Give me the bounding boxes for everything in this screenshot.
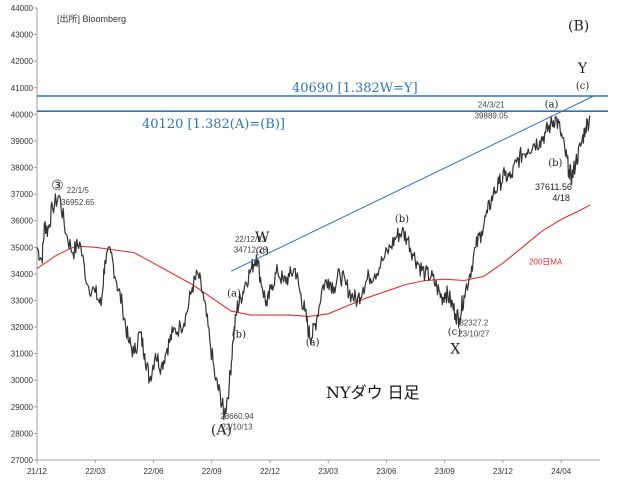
x-tick-label: 21/12 (27, 467, 48, 476)
price-line (36, 115, 591, 421)
x-tick-label: 23/06 (376, 467, 397, 476)
y-tick-label: 44000 (11, 4, 34, 13)
y-tick-label: 30000 (11, 376, 34, 385)
annotation: (c) (576, 81, 590, 92)
y-tick-label: 41000 (11, 84, 34, 93)
annotation: (B) (568, 19, 589, 35)
hline-label-40690: 40690 [1.382W=Y] (292, 81, 418, 96)
annotations-group: ③ 22/1/536952.6522/12/1334712.28W(c)(a)(b… (51, 19, 589, 439)
y-tick-label: 39000 (11, 137, 34, 146)
x-tick-label: 24/04 (551, 467, 572, 476)
y-tick-label: 36000 (11, 217, 34, 226)
x-tick-label: 22/12 (260, 467, 281, 476)
annotation: 28660.94 (220, 412, 254, 421)
annotation: 24/3/21 (478, 101, 505, 110)
y-tick-label: 33000 (11, 296, 34, 305)
y-tick-label: 27000 (11, 456, 34, 465)
y-tick-label: 37000 (11, 190, 34, 199)
annotation: ③ (51, 178, 64, 194)
trendline-group (230, 95, 595, 272)
annotation: W (255, 230, 270, 246)
x-tick-label: 22/03 (85, 467, 106, 476)
annotation: (b) (395, 214, 409, 225)
y-tick-label: 34000 (11, 270, 34, 279)
annotation: (a) (545, 100, 559, 111)
annotation: (a) (227, 288, 241, 299)
y-tick-label: 43000 (11, 31, 34, 40)
trend-line (230, 95, 595, 272)
annotation: (b) (548, 158, 562, 169)
axes: 27000 28000 29000 30000 31000 32000 33000 34000… (11, 4, 600, 476)
annotation: 36952.65 (61, 198, 95, 207)
y-tick-label: 29000 (11, 403, 34, 412)
annotation: (c) (448, 327, 462, 338)
annotation: 22/1/5 (67, 186, 90, 195)
y-tick-label: 32000 (11, 323, 34, 332)
x-tick-label: 22/06 (143, 467, 164, 476)
annotation: 4/18 (552, 193, 570, 203)
annotation: (c) (255, 246, 269, 257)
annotation: (a) (306, 338, 320, 349)
x-tick-label: 23/03 (318, 467, 339, 476)
annotation: 32327.2 (459, 319, 488, 328)
hlines-group: 40690 [1.382W=Y] 40120 [1.382(A)=(B)] (37, 81, 608, 132)
x-tick-label: 23/09 (435, 467, 456, 476)
y-tick-label: 40000 (11, 110, 34, 119)
y-tick-label: 28000 (11, 429, 34, 438)
y-tick-label: 31000 (11, 350, 34, 359)
y-tick-label: 42000 (11, 57, 34, 66)
annotation: 34712.28 (234, 246, 268, 255)
annotation: X (450, 342, 460, 358)
price-series-group (36, 115, 591, 421)
annotation: (A) (211, 423, 232, 439)
chart-title: NYダウ 日足 (326, 383, 420, 402)
annotation: 200日MA (529, 258, 563, 267)
y-tick-label: 38000 (11, 164, 34, 173)
annotation: (b) (232, 330, 246, 341)
x-tick-label: 23/12 (493, 467, 514, 476)
annotation: 22/12/13 (235, 235, 267, 244)
source-label: [出所] Bloomberg (57, 13, 126, 24)
annotation: 22/10/13 (221, 422, 253, 431)
annotation: 37611.56 (535, 182, 572, 192)
y-tick-label: 35000 (11, 243, 34, 252)
annotation: Y (577, 61, 588, 77)
annotation: 23/10/27 (458, 329, 490, 338)
x-tick-label: 22/09 (202, 467, 223, 476)
hline-label-40120: 40120 [1.382(A)=(B)] (142, 117, 285, 132)
annotation: 39889.05 (475, 111, 509, 120)
